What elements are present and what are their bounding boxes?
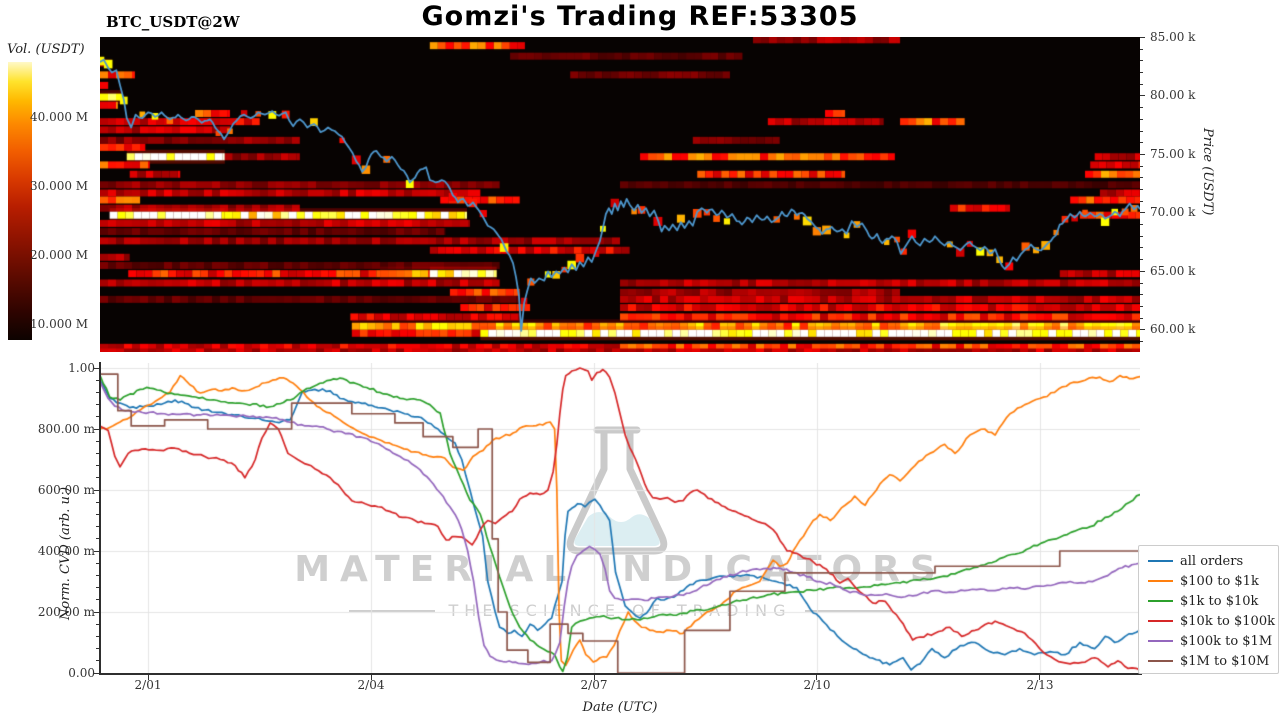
legend-item: $10k to $100k [1148,611,1278,631]
y-axis-spine [99,362,101,674]
colorbar-tick: 40.000 M [30,110,89,124]
cvd-tick: 200.00 m [37,605,95,619]
colorbar-gradient [8,62,32,340]
date-tick: 2/13 [1026,678,1054,692]
heatmap-canvas [100,37,1140,352]
price-tick: 85.00 k [1150,30,1196,44]
colorbar-tick: 20.000 M [30,248,89,262]
legend-line-swatch [1148,640,1173,642]
legend-item: $100k to $1M [1148,631,1278,651]
colorbar-tick: 10.000 M [30,317,89,331]
legend-label: $1k to $10k [1180,593,1259,609]
legend-label: all orders [1180,553,1244,569]
legend-label: $1M to $10M [1180,653,1270,669]
legend-label: $100k to $1M [1180,633,1273,649]
price-tick: 80.00 k [1150,88,1196,102]
price-axis-title: Price (USDT) [1200,128,1215,216]
price-tick: 70.00 k [1150,205,1196,219]
x-axis-spine [99,673,1142,675]
legend-line-swatch [1148,560,1173,562]
legend-line-swatch [1148,620,1173,622]
legend-label: $100 to $1k [1180,573,1259,589]
cvd-tick: 800.00 m [37,422,95,436]
legend-item: $100 to $1k [1148,571,1278,591]
symbol-label: BTC_USDT@2W [106,13,240,31]
cvd-tick: 1.00 [68,361,95,375]
cvd-axis-title: Norm. CVD (arb. u.) [58,486,73,620]
legend-item: all orders [1148,551,1278,571]
legend-line-swatch [1148,660,1173,662]
cvd-canvas [100,363,1140,673]
cvd-tick: 600.00 m [37,483,95,497]
legend-item: $1k to $10k [1148,591,1278,611]
price-tick: 75.00 k [1150,147,1196,161]
legend-line-swatch [1148,600,1173,602]
legend: all orders $100 to $1k $1k to $10k $10k … [1138,545,1279,674]
date-tick: 2/10 [803,678,831,692]
cvd-tick: 400.00 m [37,544,95,558]
colorbar-tick: 30.000 M [30,179,89,193]
legend-item: $1M to $10M [1148,651,1278,671]
price-tick: 60.00 k [1150,322,1196,336]
date-tick: 2/07 [580,678,608,692]
date-axis-title: Date (UTC) [582,700,658,715]
colorbar-title: Vol. (USDT) [7,42,85,57]
date-tick: 2/04 [357,678,385,692]
date-tick: 2/01 [134,678,162,692]
cvd-tick: 0.00 [68,666,95,680]
price-tick: 65.00 k [1150,264,1196,278]
page-title: Gomzi's Trading REF:53305 [421,1,859,32]
legend-label: $10k to $100k [1180,613,1275,629]
legend-line-swatch [1148,580,1173,582]
